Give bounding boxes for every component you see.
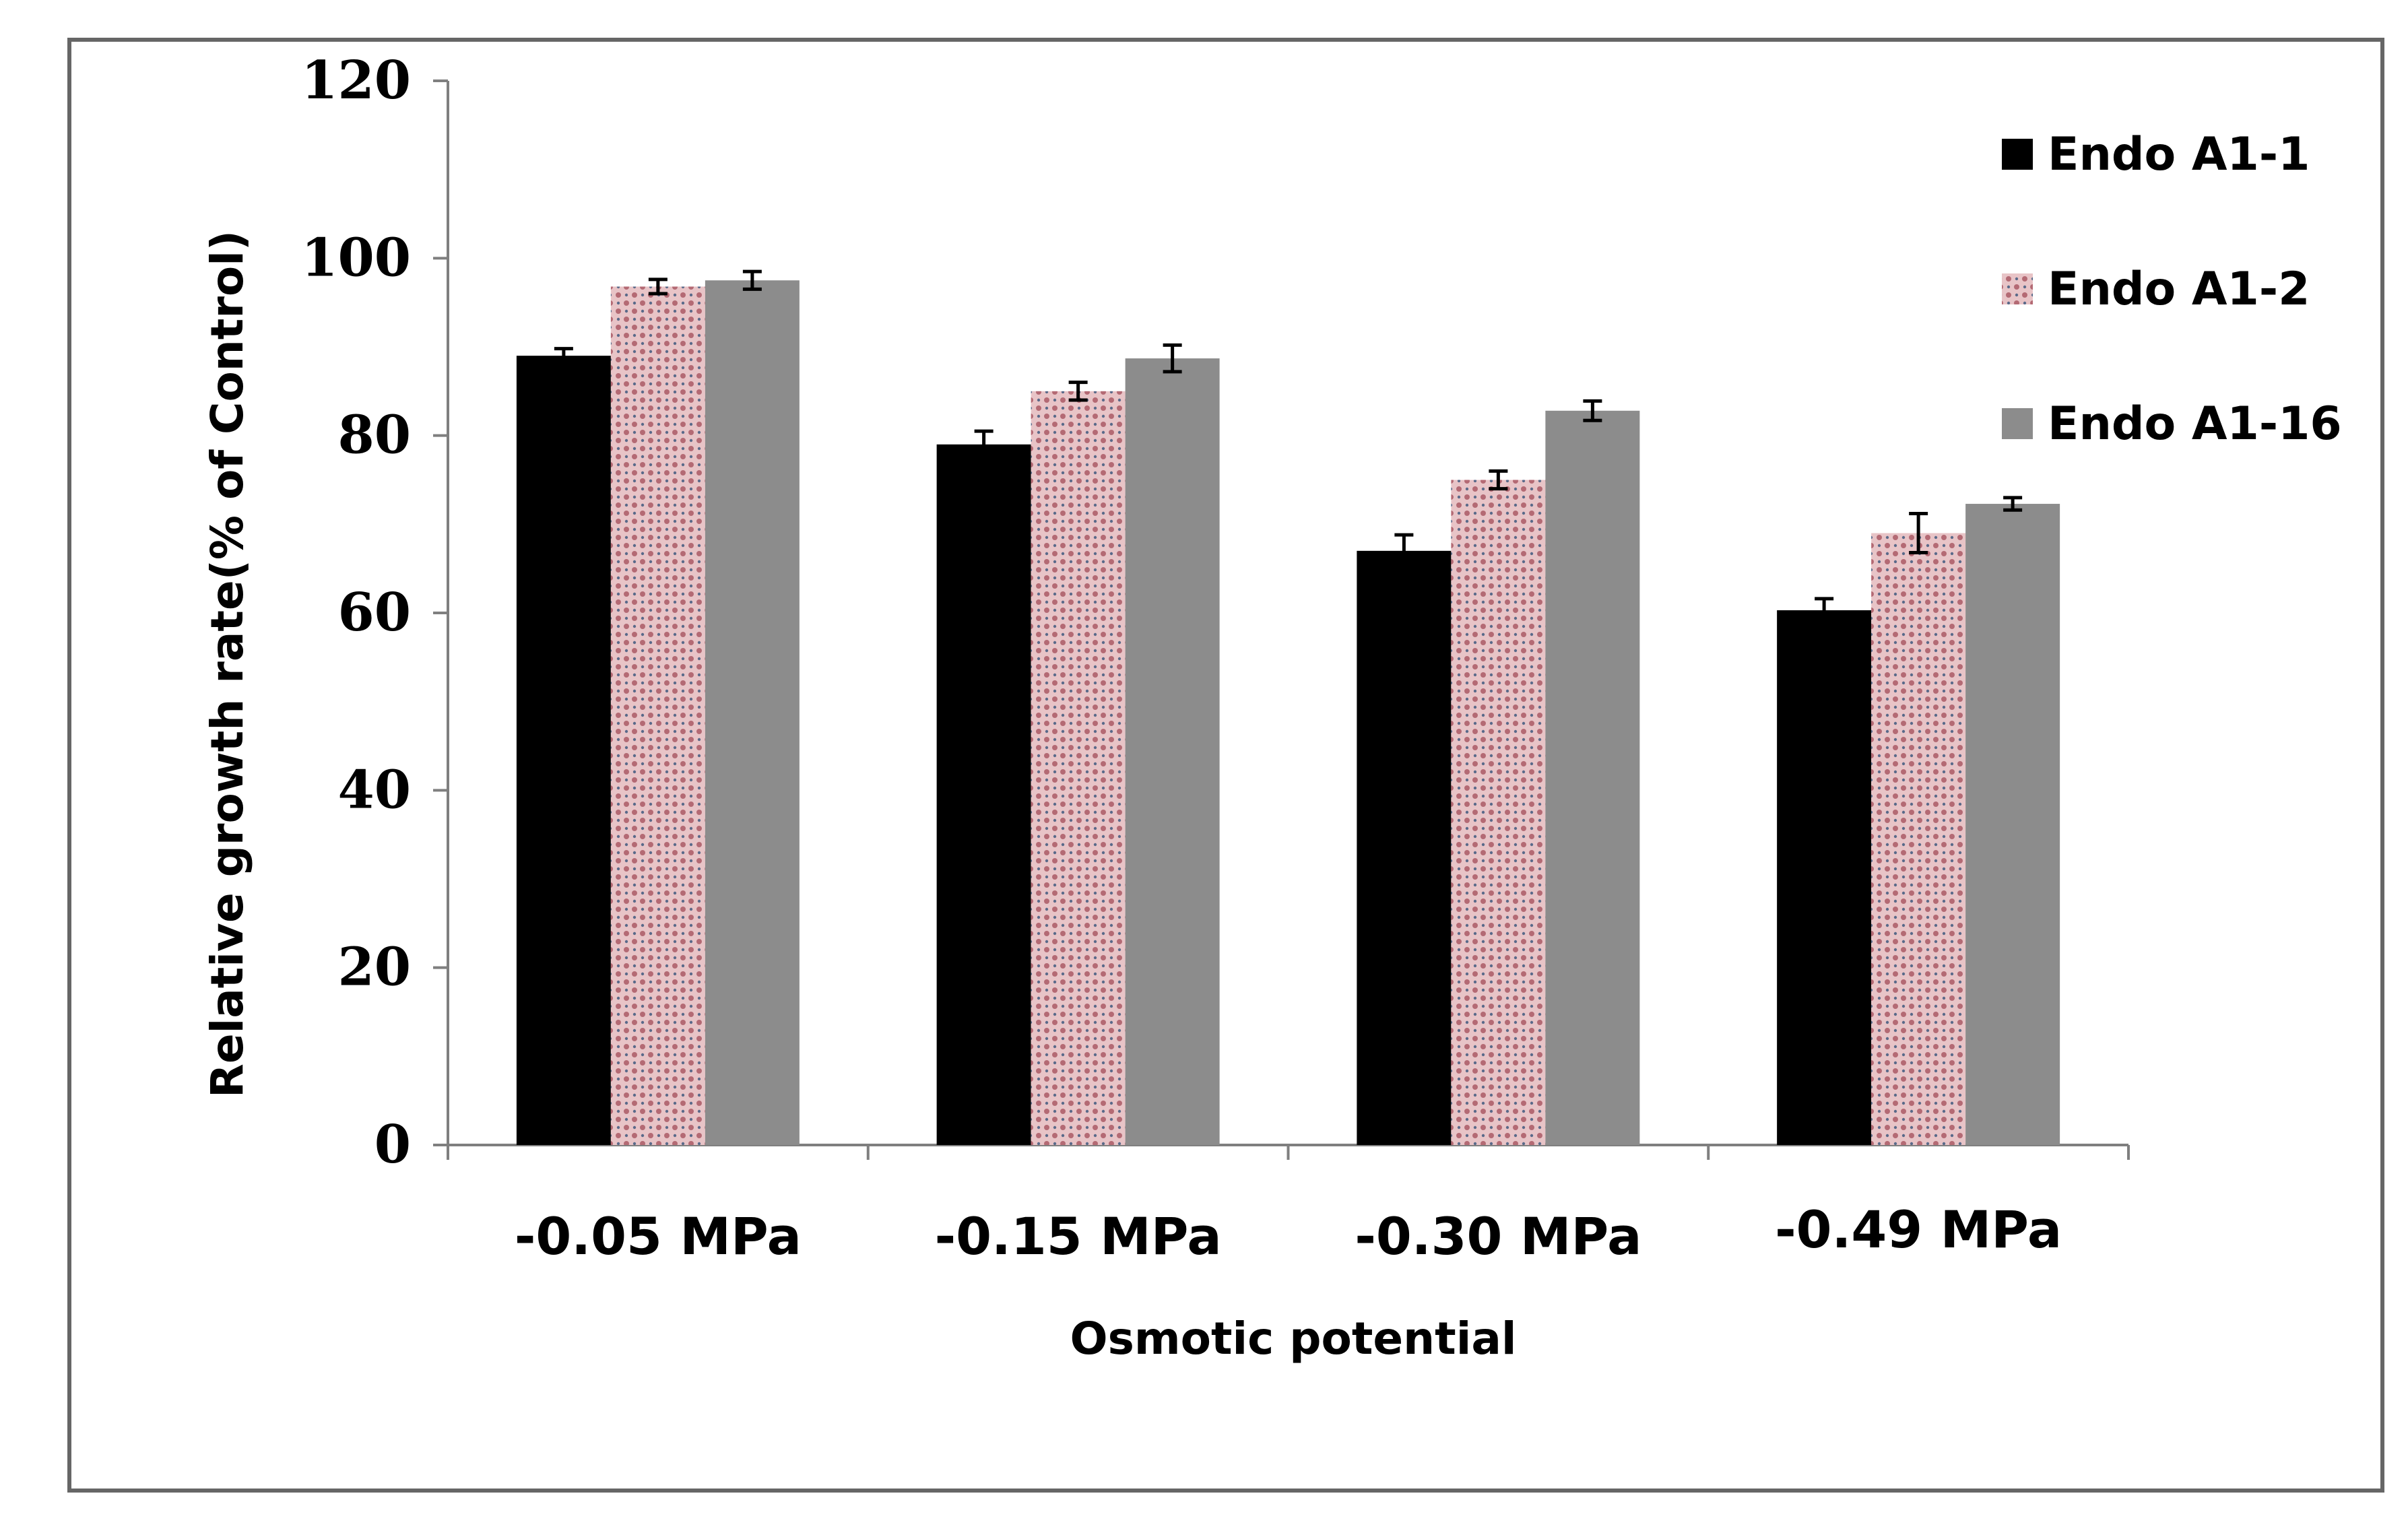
bar-endo-a1-16-0 xyxy=(705,280,800,1145)
error-bar xyxy=(1583,399,1602,422)
x-tick-label: -0.49 MPa xyxy=(1775,1200,2062,1260)
y-axis: 0 20 40 60 80 100 120 xyxy=(301,50,449,1175)
bar-endo-a1-16-3 xyxy=(1965,504,2060,1145)
bar-endo-a1-1-2 xyxy=(1357,550,1452,1145)
error-bar xyxy=(1909,512,1928,554)
legend-item: Endo A1-2 xyxy=(2002,263,2310,316)
y-tick-label: 40 xyxy=(337,759,411,820)
bar-endo-a1-2-2 xyxy=(1451,480,1546,1145)
x-axis-label: Osmotic potential xyxy=(1070,1313,1517,1365)
y-tick-label: 80 xyxy=(337,405,411,466)
bar-endo-a1-16-2 xyxy=(1545,410,1640,1145)
y-axis-label: Relative growth rate(% of Control) xyxy=(201,230,253,1098)
y-tick-label: 0 xyxy=(375,1114,411,1175)
error-bar xyxy=(974,429,994,460)
error-bar xyxy=(1394,533,1414,569)
x-tick-label: -0.05 MPa xyxy=(515,1206,802,1266)
bar-endo-a1-2-0 xyxy=(610,286,705,1145)
error-bar xyxy=(1163,343,1182,374)
error-bar xyxy=(2003,496,2023,512)
legend: Endo A1-1 Endo A1-2 Endo A1-16 xyxy=(2002,128,2342,451)
legend-swatch xyxy=(2002,139,2033,170)
x-axis: -0.05 MPa -0.15 MPa -0.30 MPa -0.49 MPa xyxy=(447,1144,2130,1266)
legend-swatch xyxy=(2002,408,2033,439)
legend-item: Endo A1-16 xyxy=(2002,397,2342,451)
legend-label: Endo A1-2 xyxy=(2048,263,2310,316)
error-bar xyxy=(1068,381,1088,402)
y-tick-label: 60 xyxy=(337,582,411,643)
error-bar xyxy=(742,269,762,291)
legend-label: Endo A1-16 xyxy=(2048,397,2342,451)
bar-endo-a1-1-0 xyxy=(516,356,611,1145)
y-tick-label: 120 xyxy=(301,50,411,111)
bar-endo-a1-2-3 xyxy=(1871,533,1966,1145)
error-bars xyxy=(554,269,2023,624)
bar-endo-a1-1-1 xyxy=(936,444,1031,1146)
error-bar xyxy=(648,277,668,296)
error-bar xyxy=(1489,469,1508,491)
bar-endo-a1-1-3 xyxy=(1777,610,1872,1145)
bars xyxy=(516,280,2060,1146)
bar-endo-a1-2-1 xyxy=(1031,391,1126,1146)
x-tick-label: -0.30 MPa xyxy=(1355,1206,1641,1266)
y-tick-label: 100 xyxy=(301,227,411,288)
legend-item: Endo A1-1 xyxy=(2002,128,2310,181)
legend-swatch xyxy=(2002,273,2033,304)
legend-label: Endo A1-1 xyxy=(2048,128,2310,181)
error-bar xyxy=(554,347,573,365)
error-bar xyxy=(1815,597,1834,624)
x-tick-label: -0.15 MPa xyxy=(935,1206,1222,1266)
y-tick-label: 20 xyxy=(337,937,411,998)
bar-endo-a1-16-1 xyxy=(1125,358,1220,1145)
